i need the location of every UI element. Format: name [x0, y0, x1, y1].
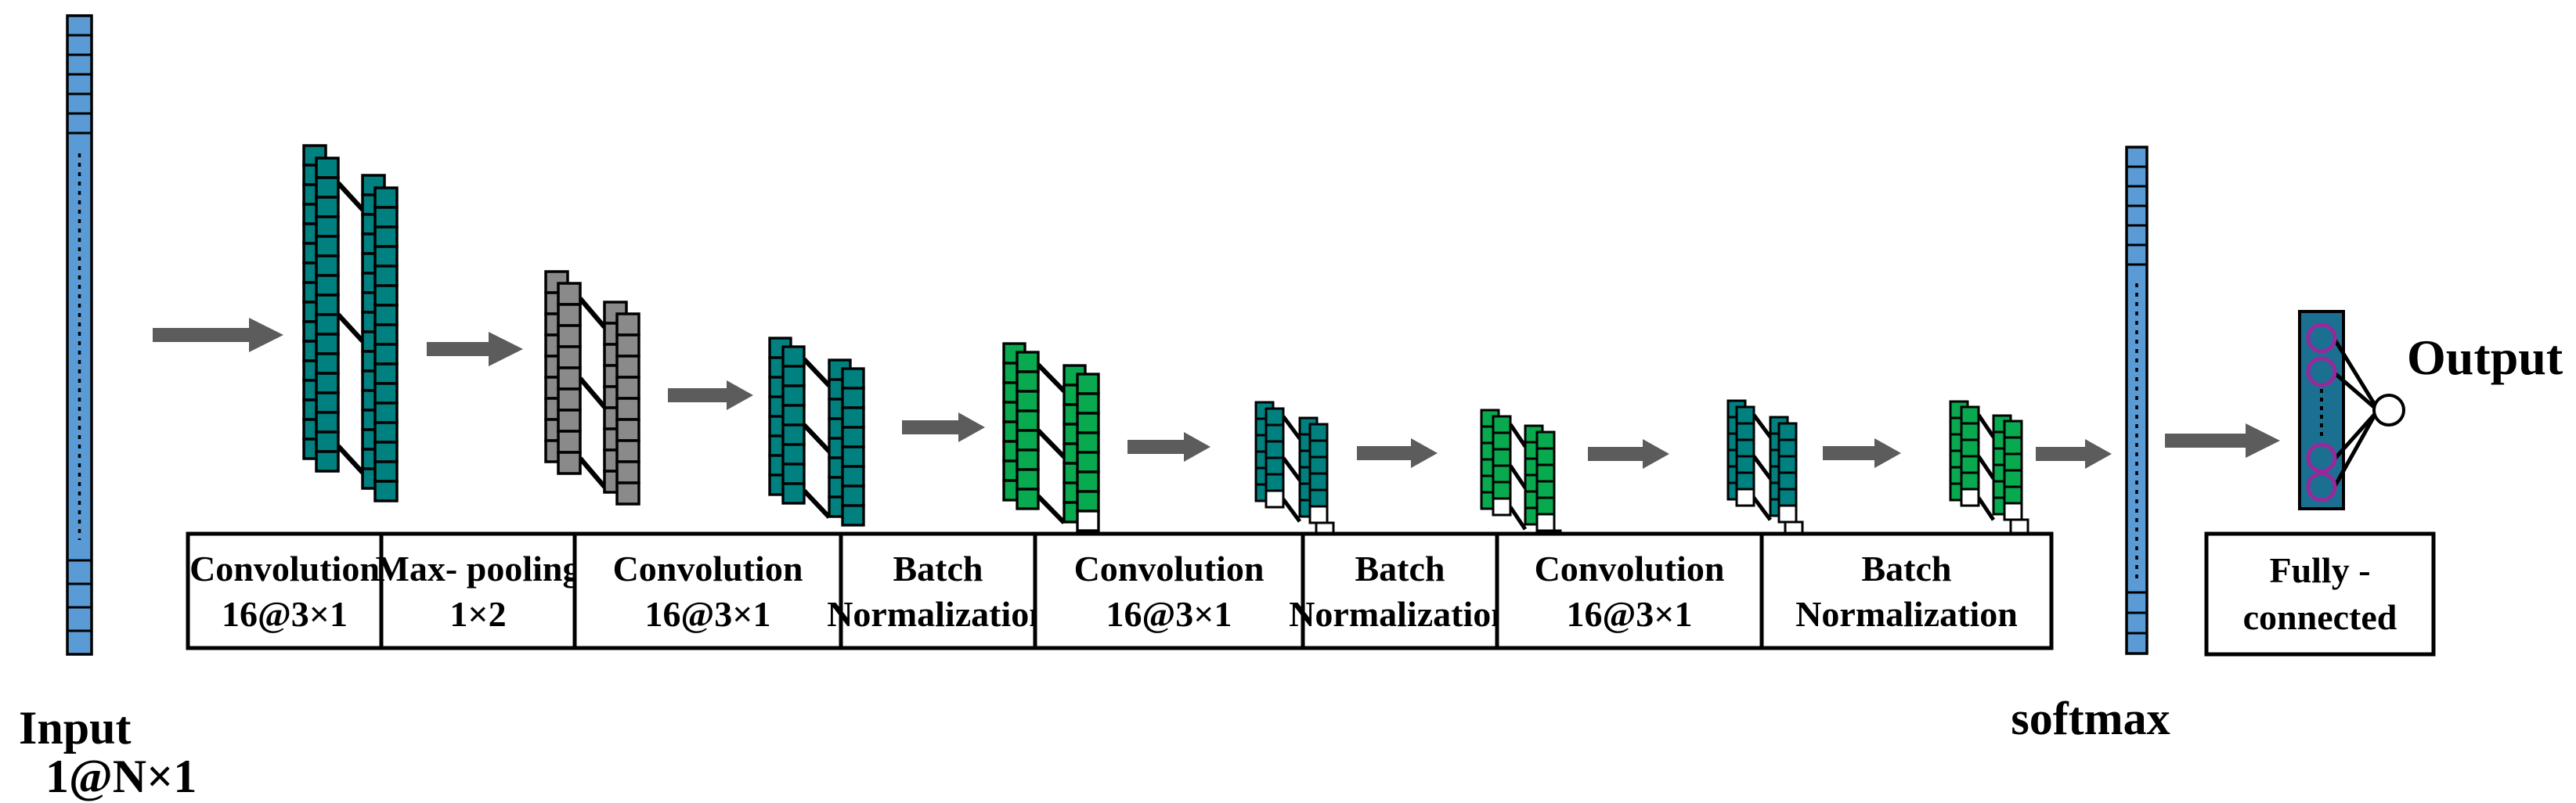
arrow-softmax-to-fc — [2165, 423, 2280, 458]
stack-connector-line — [1036, 362, 1066, 393]
output-node-circle — [2372, 394, 2405, 427]
flow-arrows-layer — [153, 318, 2280, 469]
stage-label-line2: 16@3×1 — [1567, 594, 1693, 634]
arrow-conv3-to-bn2 — [1357, 438, 1438, 468]
stack-connector-line — [578, 297, 607, 329]
stage-label-line1: Batch — [893, 549, 983, 589]
fc-neuron-circle — [2306, 356, 2337, 387]
arrow-bn1-to-conv3 — [1127, 432, 1210, 462]
stage-label-line1: Max- pooling — [376, 549, 581, 589]
conv4-feature-maps — [1726, 399, 1804, 540]
bn1-feature-maps — [1002, 342, 1100, 532]
fc-output-link — [2332, 415, 2376, 489]
stack-connector-line — [1281, 415, 1302, 440]
stage-label-line2: 16@3×1 — [222, 594, 348, 634]
stage-label-line2: 1×2 — [449, 594, 506, 634]
stack-connector-line — [1508, 464, 1528, 489]
stage-label-line2: Normalization — [1795, 594, 2018, 634]
fc-label-rect — [2204, 531, 2436, 657]
stack-connector-line — [1036, 428, 1066, 459]
fc-output-link — [2333, 372, 2376, 409]
stage-label-box-2: Convolution 16@3×1 — [572, 531, 843, 650]
stage-label-box-5: Batch Normalization — [1289, 531, 1511, 650]
stack-connector-line — [1281, 498, 1302, 523]
maxpool-feature-maps — [544, 270, 640, 506]
softmax-label: softmax — [2011, 693, 2170, 744]
input-label-dims: 1@N×1 — [45, 751, 197, 802]
stage-label-line1: Convolution — [1074, 549, 1265, 589]
fc-neuron-circle — [2306, 442, 2337, 474]
stage-label-line1: Batch — [1355, 549, 1445, 589]
fully-connected-unit — [2298, 310, 2405, 510]
stack-connector-line — [802, 423, 832, 453]
fc-neuron-circle — [2306, 471, 2337, 502]
stack-connector-line — [1752, 455, 1773, 480]
feature-map-stacks-layer — [302, 144, 2029, 549]
fc-label-line1: Fully - — [2269, 550, 2370, 590]
conv2-feature-maps — [768, 337, 865, 527]
stage-label-box-6: Convolution 16@3×1 — [1495, 531, 1764, 650]
arrow-input-to-conv1 — [153, 318, 283, 352]
conv3-feature-maps — [1254, 401, 1335, 541]
stack-connector-line — [1281, 456, 1302, 481]
fc-label-line2: connected — [2243, 597, 2397, 637]
arrow-bn3-to-softmax — [2036, 439, 2112, 469]
stage-label-box-1: Max- pooling 1×2 — [376, 531, 581, 650]
fc-output-link — [2332, 338, 2377, 406]
fc-output-link — [2333, 412, 2376, 460]
stack-connector-line — [1976, 413, 1996, 438]
arrow-maxpool-to-conv2 — [668, 380, 753, 410]
stage-label-line1: Batch — [1862, 549, 1952, 589]
vector-bars-layer — [66, 14, 2148, 656]
stack-connector-line — [336, 444, 365, 474]
stack-connector-line — [1976, 455, 1996, 480]
bn3-feature-maps — [1949, 400, 2029, 538]
fully-connected-label-box: Fully - connected — [2204, 531, 2436, 657]
input-label-title: Input — [19, 702, 131, 754]
stage-label-line2: 16@3×1 — [645, 594, 771, 634]
fc-neuron-circle — [2306, 322, 2337, 354]
stack-connector-line — [1752, 496, 1773, 521]
stage-label-box-7: Batch Normalization — [1759, 531, 2054, 650]
stack-connector-line — [336, 181, 365, 211]
softmax-vector-bar — [2125, 146, 2148, 655]
stage-label-box-4: Convolution 16@3×1 — [1033, 531, 1305, 650]
stack-connector-line — [578, 456, 607, 489]
stack-connector-line — [802, 488, 832, 519]
stage-label-line1: Convolution — [1535, 549, 1725, 589]
stage-label-row: Convolution 16@3×1 Max- pooling 1×2 Convolut… — [186, 531, 2054, 650]
stage-label-line1: Convolution — [189, 549, 380, 589]
arrow-conv1-to-maxpool — [427, 332, 523, 366]
stack-connector-line — [1508, 506, 1528, 531]
arrow-bn2-to-conv4 — [1588, 439, 1669, 469]
stack-connector-line — [1508, 423, 1528, 448]
conv1-feature-maps — [302, 144, 399, 502]
input-vector-bar — [66, 14, 93, 656]
stack-connector-line — [578, 376, 607, 409]
arrow-conv4-to-bn3 — [1823, 438, 1901, 468]
stage-label-line2: Normalization — [827, 594, 1049, 634]
stage-label-line1: Convolution — [613, 549, 803, 589]
stack-connector-line — [1036, 494, 1066, 524]
stage-label-line2: 16@3×1 — [1106, 594, 1232, 634]
stage-label-box-0: Convolution 16@3×1 — [186, 531, 384, 650]
arrow-conv2-to-bn1 — [902, 412, 985, 442]
output-label: Output — [2407, 329, 2563, 385]
stage-label-box-3: Batch Normalization — [827, 531, 1049, 650]
stack-connector-line — [802, 357, 832, 387]
stack-connector-line — [1976, 496, 1996, 521]
stage-label-line2: Normalization — [1289, 594, 1511, 634]
stack-connector-line — [336, 312, 365, 343]
stack-connector-line — [1752, 413, 1773, 438]
bn2-feature-maps — [1480, 409, 1562, 549]
